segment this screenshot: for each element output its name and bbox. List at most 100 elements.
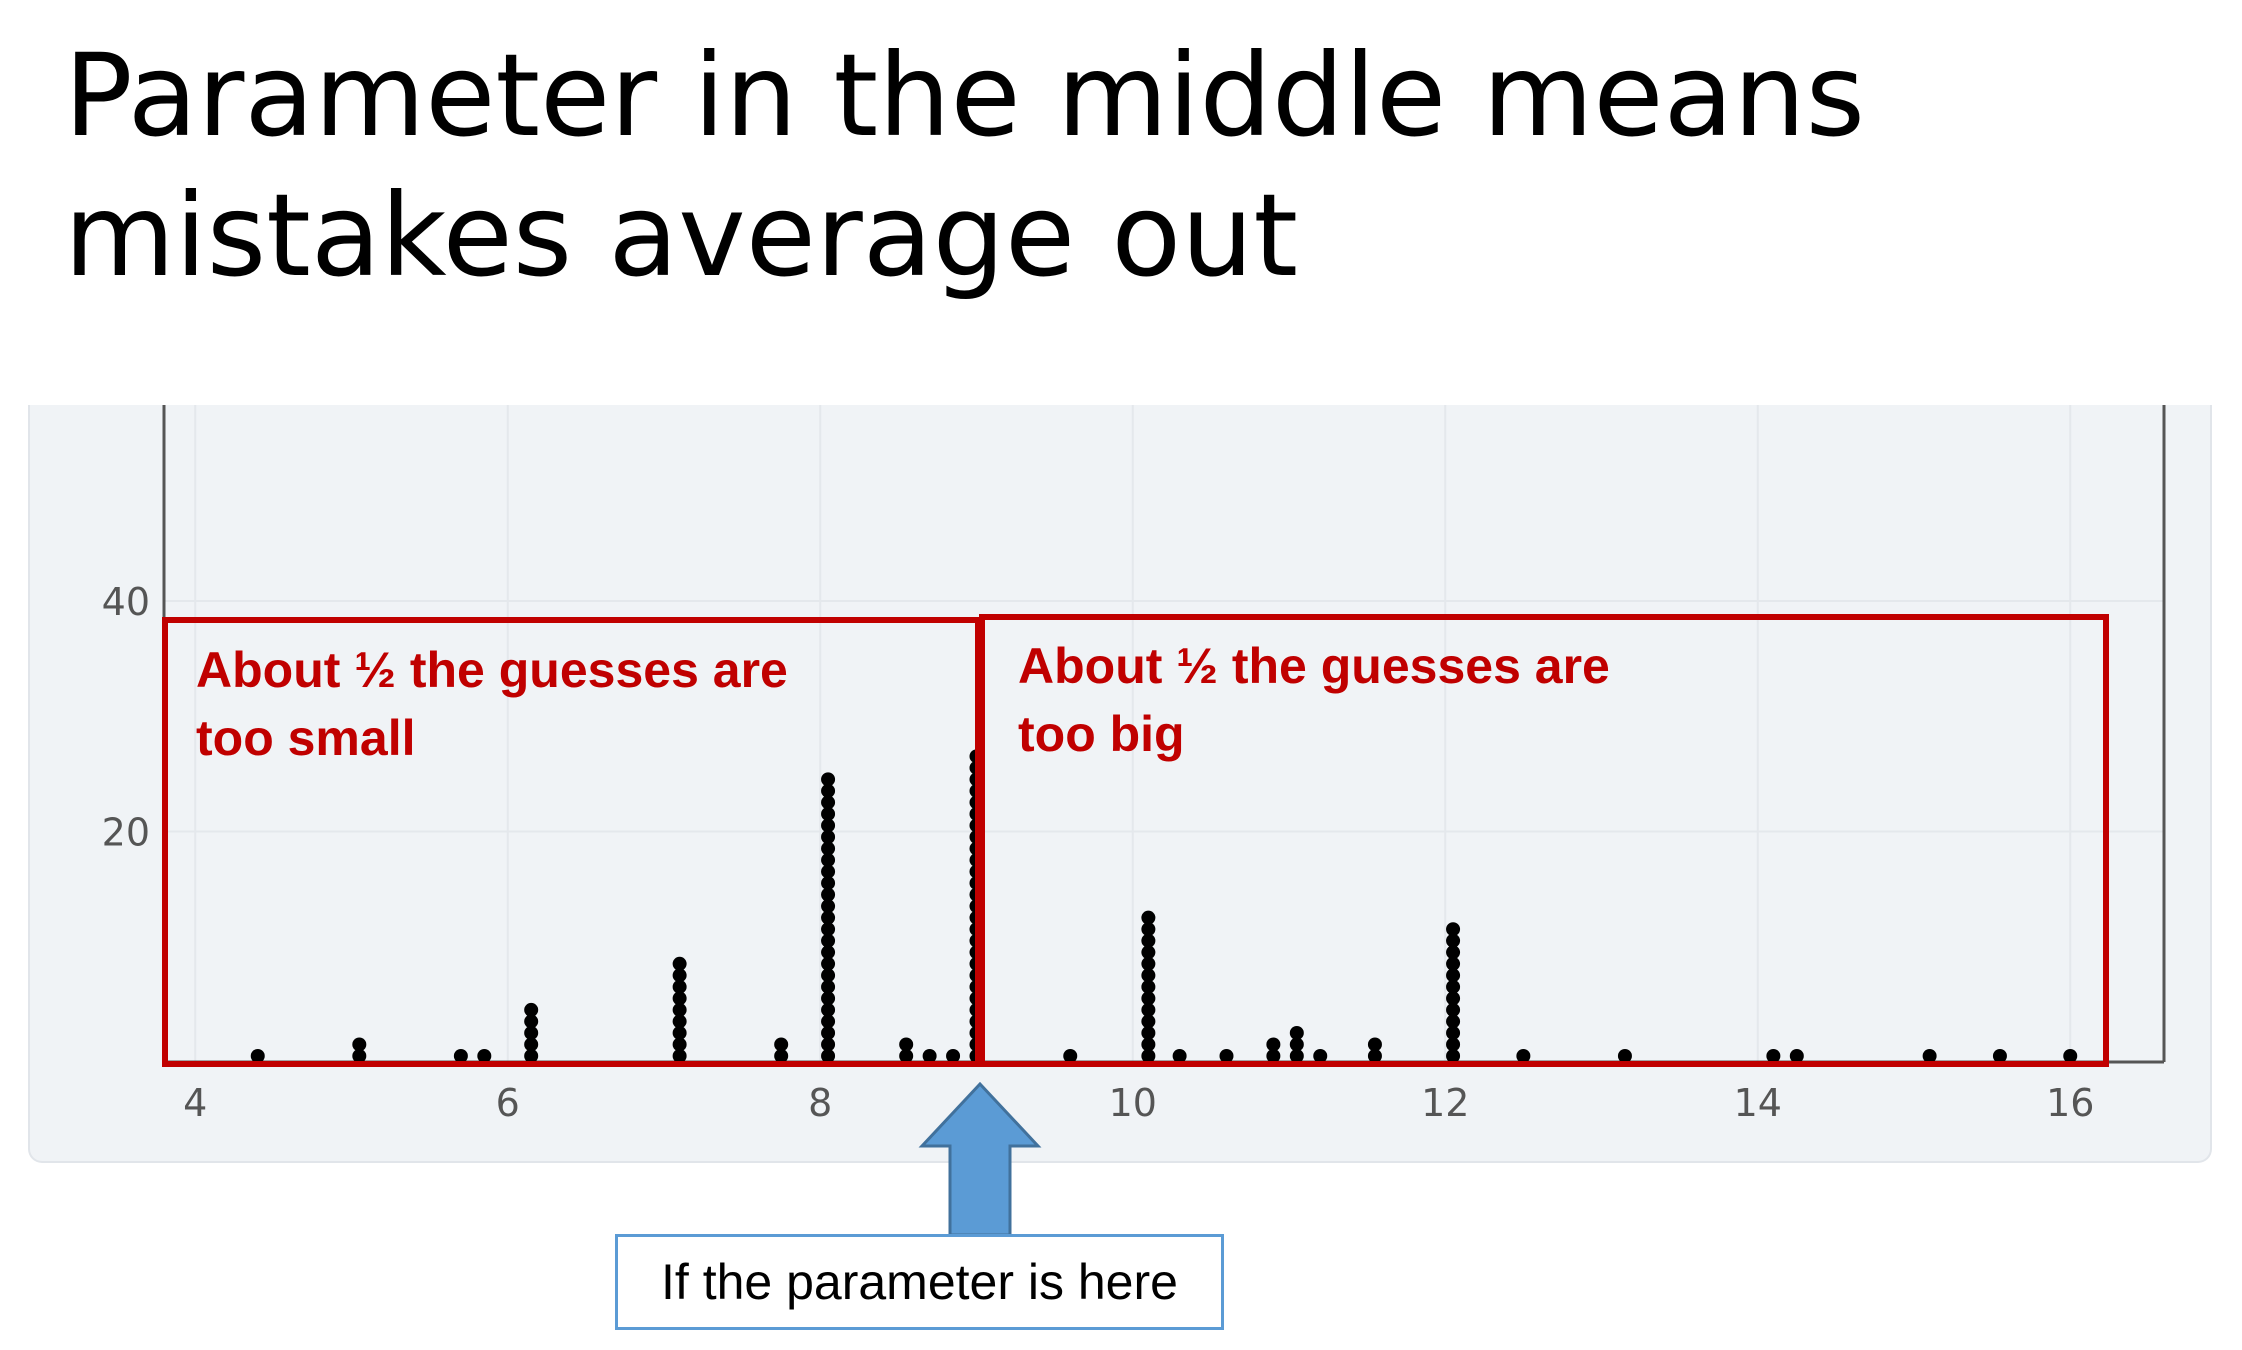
- data-dot: [821, 991, 836, 1006]
- data-dot: [1446, 956, 1461, 971]
- x-tick-label: 8: [808, 1081, 832, 1125]
- too-big-region-box: [979, 614, 2109, 1067]
- data-dot: [821, 864, 836, 879]
- data-dot: [821, 922, 836, 937]
- x-tick-label: 10: [1109, 1081, 1157, 1125]
- data-dot: [672, 968, 687, 983]
- x-tick-label: 14: [1734, 1081, 1782, 1125]
- data-dot: [1617, 1049, 1632, 1063]
- data-dot: [821, 887, 836, 902]
- data-dot: [821, 899, 836, 914]
- data-dot: [821, 1049, 836, 1063]
- data-dot: [672, 1002, 687, 1017]
- data-dot: [821, 1014, 836, 1029]
- data-dot: [672, 1025, 687, 1040]
- data-dot: [1922, 1049, 1937, 1063]
- data-dot: [1313, 1049, 1328, 1063]
- data-dot: [946, 1049, 961, 1063]
- data-dot: [1992, 1049, 2007, 1063]
- data-dot: [1141, 933, 1156, 948]
- data-dot: [821, 806, 836, 821]
- data-dot: [1141, 1025, 1156, 1040]
- y-tick-label: 20: [102, 810, 150, 854]
- data-dot: [1289, 1049, 1304, 1063]
- data-dot: [524, 1014, 539, 1029]
- data-dot: [821, 979, 836, 994]
- data-dot: [821, 841, 836, 856]
- data-dot: [1141, 1014, 1156, 1029]
- data-dot: [821, 853, 836, 868]
- parameter-location-label: If the parameter is here: [615, 1234, 1224, 1330]
- data-dot: [524, 1037, 539, 1052]
- data-dot: [1266, 1049, 1281, 1063]
- data-dot: [250, 1049, 265, 1063]
- data-dot: [1141, 1037, 1156, 1052]
- data-dot: [1266, 1037, 1281, 1052]
- data-dot: [774, 1049, 789, 1063]
- data-dot: [1141, 979, 1156, 994]
- data-dot: [1446, 1014, 1461, 1029]
- data-dot: [1446, 1049, 1461, 1063]
- data-dot: [672, 1037, 687, 1052]
- data-dot: [1141, 922, 1156, 937]
- data-dot: [1446, 945, 1461, 960]
- data-dot: [1141, 991, 1156, 1006]
- gridlines: [164, 405, 2164, 1062]
- data-dot: [477, 1049, 492, 1063]
- data-dot: [524, 1049, 539, 1063]
- y-tick-label: 40: [102, 580, 150, 624]
- data-dot: [1446, 933, 1461, 948]
- data-dot: [1446, 1025, 1461, 1040]
- tick-labels: 4 6 8 10 12 14 16 20 40: [102, 580, 2095, 1125]
- data-dot: [1766, 1049, 1781, 1063]
- data-dot: [1219, 1049, 1234, 1063]
- too-small-region-label: About ½ the guesses are too small: [196, 642, 788, 766]
- x-tick-label: 4: [183, 1081, 207, 1125]
- data-dot: [1789, 1049, 1804, 1063]
- data-dot: [1367, 1049, 1382, 1063]
- data-dot: [1141, 910, 1156, 925]
- data-dot: [821, 795, 836, 810]
- data-dot: [1141, 956, 1156, 971]
- slide-title: Parameter in the middle means mistakes a…: [64, 29, 1866, 302]
- data-dot: [453, 1049, 468, 1063]
- data-dot: [922, 1049, 937, 1063]
- data-dot: [821, 783, 836, 798]
- data-dot: [821, 818, 836, 833]
- too-small-region-box: [162, 617, 981, 1067]
- data-dot: [2063, 1049, 2078, 1063]
- data-dot: [821, 968, 836, 983]
- x-tick-label: 12: [1421, 1081, 1469, 1125]
- data-dot: [524, 1002, 539, 1017]
- data-dot: [1141, 1002, 1156, 1017]
- data-dot: [1063, 1049, 1078, 1063]
- data-dot: [821, 1002, 836, 1017]
- data-dot: [1446, 991, 1461, 1006]
- data-dot: [821, 830, 836, 844]
- data-dot: [1141, 945, 1156, 960]
- data-dot: [1367, 1037, 1382, 1052]
- data-dot: [821, 933, 836, 948]
- data-dot: [899, 1037, 914, 1052]
- data-dot: [1446, 1002, 1461, 1017]
- data-dot: [821, 1025, 836, 1040]
- parameter-arrow-icon: [918, 1082, 1042, 1237]
- data-dot: [1446, 968, 1461, 983]
- data-dot: [672, 1049, 687, 1063]
- data-dot: [672, 991, 687, 1006]
- data-dot: [352, 1049, 367, 1063]
- data-dot: [524, 1025, 539, 1040]
- data-dot: [821, 772, 836, 787]
- data-dot: [1446, 922, 1461, 937]
- too-big-region-label: About ½ the guesses are too big: [1018, 638, 1610, 762]
- data-dot: [672, 956, 687, 971]
- x-tick-label: 6: [496, 1081, 520, 1125]
- data-dot: [1141, 1049, 1156, 1063]
- data-dot: [821, 1037, 836, 1052]
- data-dot: [672, 979, 687, 994]
- data-dot: [352, 1037, 367, 1052]
- data-dot: [1446, 1037, 1461, 1052]
- data-dot: [774, 1037, 789, 1052]
- data-dot: [899, 1049, 914, 1063]
- data-dot: [1446, 979, 1461, 994]
